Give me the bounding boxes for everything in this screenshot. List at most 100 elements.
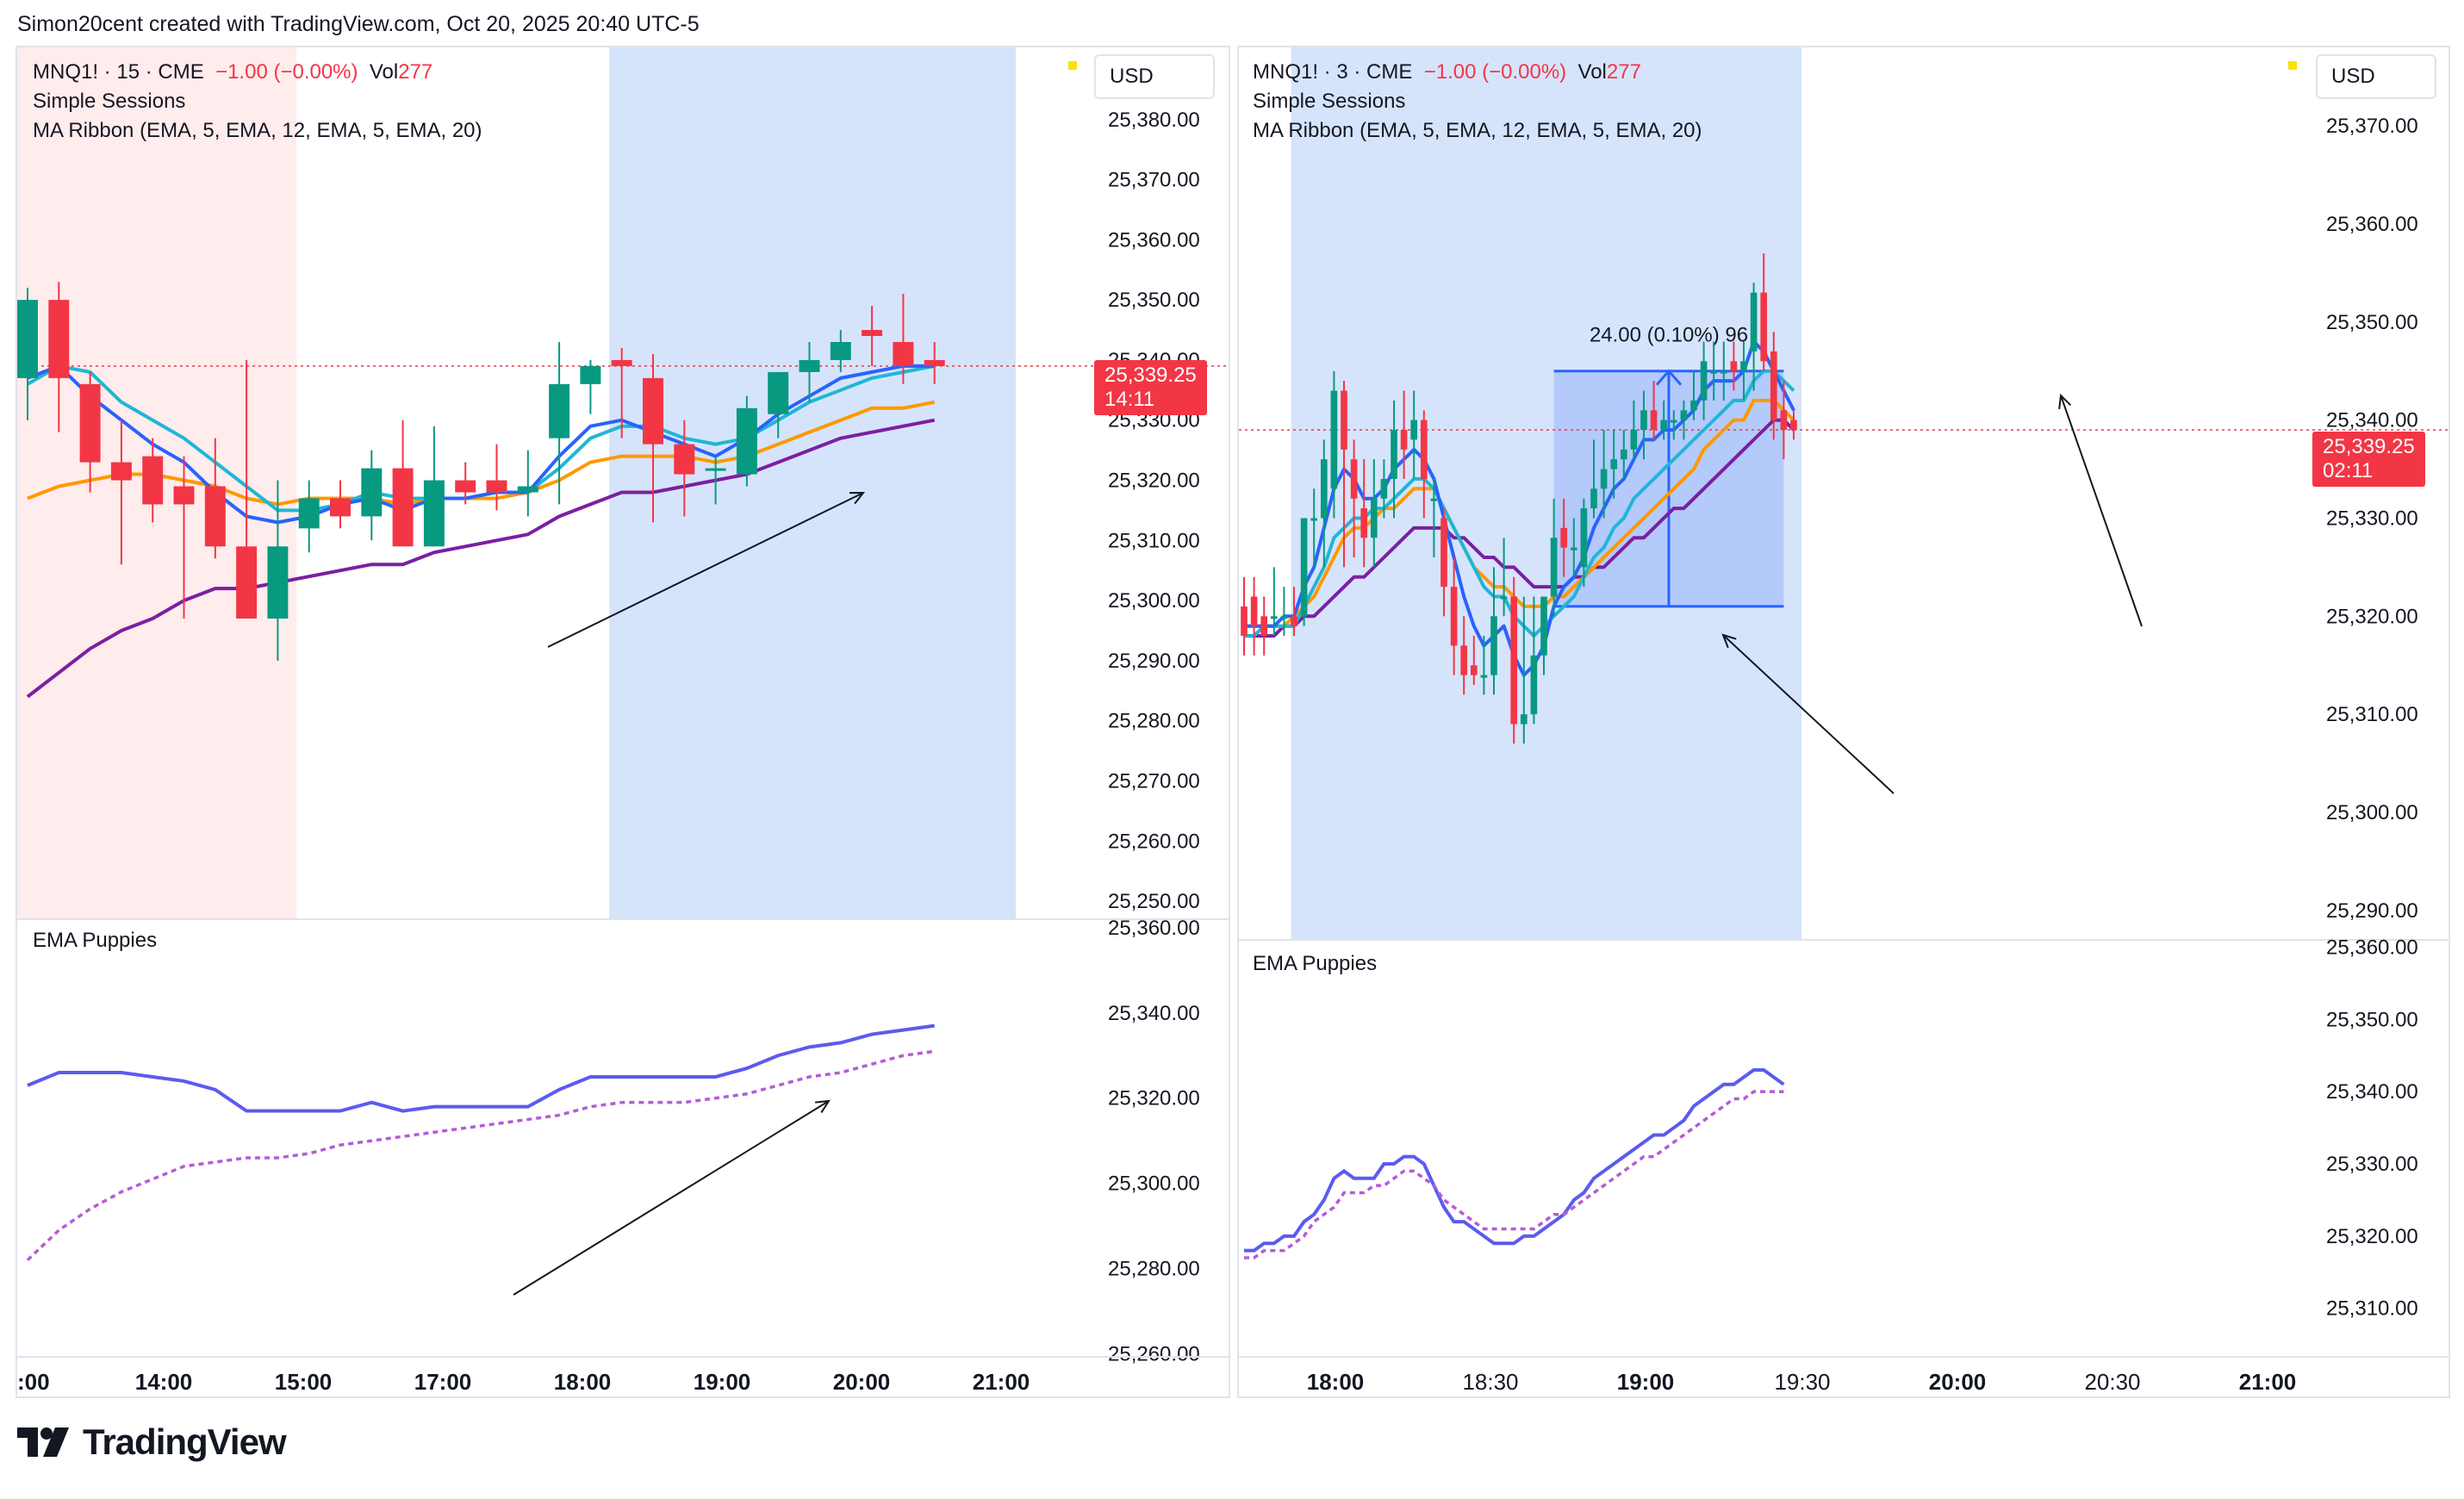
candle-body: [298, 498, 320, 529]
change-label: −1.00 (−0.00%): [1423, 60, 1567, 84]
candle-body: [1600, 469, 1608, 489]
candle-body: [924, 359, 945, 366]
candle-body: [79, 383, 101, 463]
candle-body: [1350, 459, 1358, 499]
candle-body: [1450, 587, 1458, 646]
price-tick-label: 25,350.00: [1108, 289, 1200, 312]
candle-body: [1670, 420, 1677, 423]
candle-body: [1540, 596, 1547, 656]
vol-value: 277: [1606, 60, 1641, 84]
left-chart-canvas[interactable]: 25,380.00 25,370.00 25,360.00 25,350.00 25,3…: [17, 47, 1229, 1396]
measure-arrow-head: [1655, 369, 1683, 386]
candle-body: [705, 468, 726, 471]
session-blue: [1291, 47, 1802, 940]
indicator-ma-ribbon[interactable]: MA Ribbon (EMA, 5, EMA, 12, EMA, 5, EMA,…: [33, 119, 482, 142]
candle-body: [1380, 478, 1388, 499]
tradingview-logo[interactable]: TradingView: [17, 1421, 287, 1463]
time-tick-label: 18:00: [554, 1369, 612, 1395]
candle-body: [1550, 538, 1558, 597]
right-chart-panel[interactable]: 24.00 (0.10%) 96 25,370.00 25,360.00 25,350…: [1237, 46, 2450, 1398]
candle-body: [1270, 616, 1278, 619]
candle-body: [768, 371, 789, 414]
alert-marker: [1068, 61, 1077, 70]
candle-body: [173, 486, 195, 505]
candle-body: [1400, 430, 1408, 450]
right-legend: MNQ1! · 3 · CME −1.00 (−0.00%) Vol277 Si…: [1253, 58, 1702, 146]
sub-indicator-title[interactable]: EMA Puppies: [1253, 952, 1378, 975]
price-tick-label: 25,340.00: [2326, 409, 2418, 432]
candle-body: [1530, 655, 1538, 715]
candle-body: [1570, 547, 1577, 550]
indicator-sessions[interactable]: Simple Sessions: [1253, 90, 1406, 113]
price-tick-label: 25,330.00: [2326, 507, 2418, 530]
tradingview-mark-icon: [17, 1427, 69, 1457]
candle-body: [1291, 616, 1297, 626]
candle-body: [1620, 449, 1627, 460]
time-tick-label: 18:00: [1307, 1369, 1365, 1395]
annotation-arrowhead: [814, 1099, 831, 1114]
price-tick-label: 25,370.00: [1108, 169, 1200, 192]
ema-line-ema12: [1244, 369, 1795, 638]
price-tick-label: 25,280.00: [1108, 710, 1200, 733]
price-tick-label: 25,300.00: [2326, 801, 2418, 824]
candle-body: [549, 383, 570, 439]
symbol-label[interactable]: MNQ1!: [33, 60, 99, 84]
last-price: 25,339.25: [1104, 364, 1197, 387]
candle-body: [1250, 596, 1258, 626]
candle-body: [1610, 459, 1618, 470]
price-tick-label: 25,360.00: [1108, 228, 1200, 252]
sub-price-tick-label: 25,330.00: [2326, 1153, 2418, 1176]
candle-body: [1680, 410, 1688, 420]
candle-body: [1320, 459, 1328, 519]
symbol-label[interactable]: MNQ1!: [1253, 60, 1319, 84]
candle-body: [1760, 292, 1768, 362]
candle-body: [830, 341, 851, 360]
annotation-arrowhead: [1721, 633, 1737, 649]
currency-button[interactable]: USD: [1094, 54, 1215, 99]
annotation-arrowhead: [849, 491, 866, 505]
candle-body: [1420, 420, 1428, 479]
candle-body: [674, 444, 695, 475]
candle-body: [893, 341, 914, 366]
candle-body: [17, 300, 38, 378]
candle-body: [1341, 390, 1347, 450]
candle-body: [330, 498, 351, 517]
candle-body: [1790, 420, 1797, 430]
candle-body: [1590, 488, 1597, 509]
change-label: −1.00 (−0.00%): [215, 60, 358, 84]
sub-price-tick-label: 25,280.00: [1108, 1258, 1200, 1281]
right-chart-canvas[interactable]: 24.00 (0.10%) 96 25,370.00 25,360.00 25,350…: [1239, 47, 2448, 1396]
candle-body: [1370, 498, 1378, 538]
sub-indicator-title[interactable]: EMA Puppies: [33, 929, 158, 952]
candle-body: [48, 300, 70, 378]
candle-body: [1700, 361, 1708, 401]
time-tick-label: 17:00: [414, 1369, 472, 1395]
sub-price-tick-label: 25,260.00: [1108, 1342, 1200, 1365]
candle-body: [1660, 420, 1668, 430]
puppy-dashed-line: [1244, 1090, 1784, 1260]
candle-body: [1500, 596, 1508, 600]
candle-body: [423, 480, 445, 547]
left-chart-panel[interactable]: 25,380.00 25,370.00 25,360.00 25,350.00 25,3…: [16, 46, 1230, 1398]
currency-button[interactable]: USD: [2316, 54, 2436, 99]
vol-label: Vol: [1577, 60, 1607, 84]
price-tick-label: 25,370.00: [2326, 115, 2418, 138]
time-tick-label: 18:30: [1462, 1369, 1518, 1395]
candle-body: [1640, 410, 1647, 430]
price-tick-label: 25,320.00: [1108, 470, 1200, 493]
sub-price-tick-label: 25,350.00: [2326, 1008, 2418, 1031]
candle-body: [267, 546, 289, 619]
candle-body: [361, 468, 383, 517]
measure-label: 24.00 (0.10%) 96: [1590, 324, 1748, 347]
candle-body: [1241, 606, 1248, 637]
interval-label: 15: [116, 60, 140, 84]
price-tick-label: 25,290.00: [2326, 899, 2418, 923]
sub-price-tick-label: 25,340.00: [1108, 1002, 1200, 1025]
indicator-sessions[interactable]: Simple Sessions: [33, 90, 186, 113]
exchange-label: CME: [158, 60, 204, 84]
ema-line-ema20: [26, 418, 936, 699]
candle-body: [1770, 351, 1777, 420]
candle-body: [1580, 508, 1588, 568]
bar-countdown: 02:11: [2323, 459, 2374, 482]
indicator-ma-ribbon[interactable]: MA Ribbon (EMA, 5, EMA, 12, EMA, 5, EMA,…: [1253, 119, 1702, 142]
